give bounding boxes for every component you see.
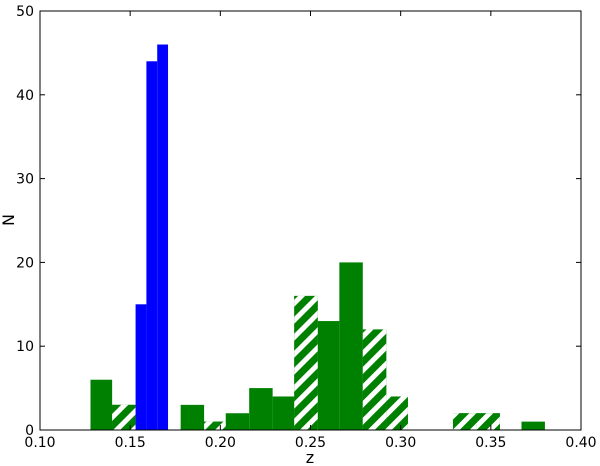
histogram-bar-s0-0 <box>90 379 113 430</box>
histogram-bar-s0-9 <box>339 262 363 430</box>
histogram-bar-s1-3 <box>362 329 387 430</box>
y-tick-label: 0 <box>25 423 34 439</box>
histogram-bar-s1-0 <box>112 404 136 430</box>
ticks-layer: 0.10 0.15 0.20 0.25 0.30 0.35 0.40 0 10 20 30 40 50 <box>16 4 596 451</box>
y-tick-label: 50 <box>16 4 34 20</box>
histogram-bar-s2-2 <box>157 44 169 431</box>
x-axis-label: z <box>306 448 314 466</box>
y-tick-label: 30 <box>16 172 34 188</box>
histogram-bar-s1-6 <box>476 413 500 430</box>
x-tick-label: 0.40 <box>565 435 596 451</box>
histogram-bar-s0-8 <box>317 321 340 430</box>
histogram-bar-s0-6 <box>272 396 295 430</box>
y-tick-label: 40 <box>16 88 34 104</box>
histogram-bar-s0-14 <box>521 421 545 430</box>
bars-layer <box>90 44 545 431</box>
y-tick-label: 10 <box>16 339 34 355</box>
histogram-bar-s1-2 <box>294 295 318 430</box>
histogram-bar-s1-4 <box>386 396 408 430</box>
histogram-bar-s1-1 <box>204 421 226 430</box>
x-tick-label: 0.20 <box>205 435 236 451</box>
y-tick-label: 20 <box>16 255 34 271</box>
x-tick-label: 0.10 <box>24 435 55 451</box>
histogram-bar-s0-4 <box>225 413 250 430</box>
histogram-bar-s2-0 <box>135 304 147 430</box>
x-tick-label: 0.30 <box>385 435 416 451</box>
histogram-bar-s1-5 <box>452 413 477 430</box>
histogram-bar-s0-5 <box>249 388 273 430</box>
histogram-bar-s0-2 <box>180 404 205 430</box>
histogram-bar-s2-1 <box>146 61 158 430</box>
x-tick-label: 0.35 <box>475 435 506 451</box>
y-axis-label: N <box>0 214 18 226</box>
x-tick-label: 0.15 <box>115 435 146 451</box>
x-tick-label: 0.25 <box>295 435 326 451</box>
